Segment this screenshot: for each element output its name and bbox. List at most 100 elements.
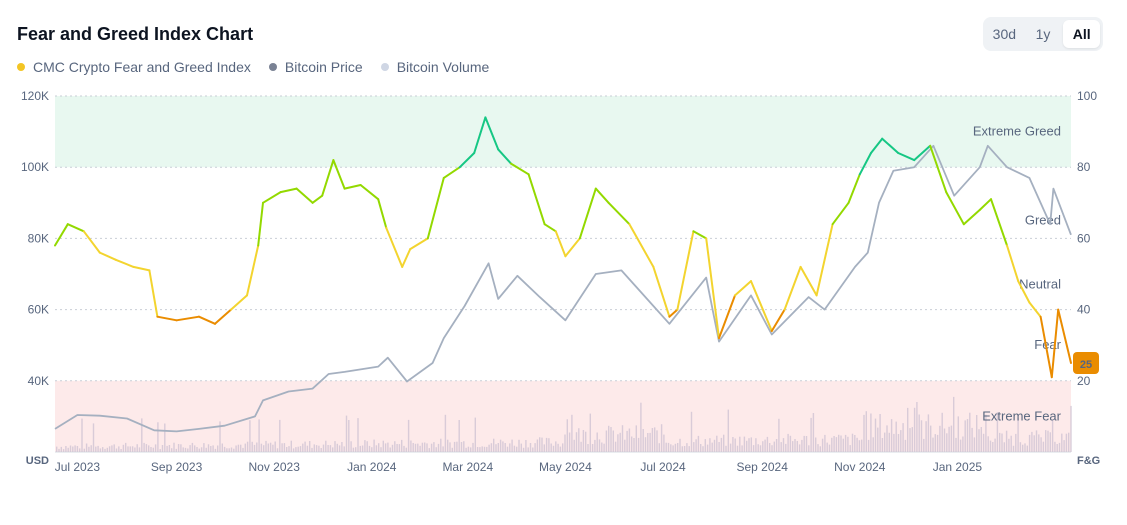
- volume-bar: [614, 441, 617, 452]
- fear-greed-segment: [214, 308, 232, 325]
- volume-bar: [217, 445, 219, 452]
- volume-bar: [481, 446, 483, 452]
- volume-bar: [191, 442, 194, 452]
- volume-bar: [196, 447, 198, 452]
- fear-greed-segment: [692, 230, 708, 240]
- volume-bar: [780, 442, 782, 452]
- volume-bar: [815, 437, 817, 452]
- volume-bar: [200, 447, 203, 452]
- volume-bar: [134, 447, 136, 452]
- volume-bar: [1063, 440, 1065, 452]
- volume-bar: [424, 442, 426, 452]
- volume-bar: [506, 446, 509, 452]
- volume-bar: [541, 437, 543, 452]
- volume-bar: [819, 446, 821, 452]
- fear-greed-segment: [929, 144, 948, 194]
- volume-bar: [148, 445, 150, 452]
- legend-label-bitcoin-volume: Bitcoin Volume: [396, 59, 490, 75]
- volume-bar: [562, 443, 564, 452]
- volume-bar: [159, 449, 161, 452]
- bitcoin-price-line: [54, 144, 1072, 433]
- volume-bar: [467, 446, 470, 452]
- volume-bar: [872, 437, 874, 452]
- volume-bar: [518, 439, 520, 452]
- range-button-1y[interactable]: 1y: [1025, 20, 1062, 48]
- volume-bar: [83, 448, 85, 452]
- fear-greed-segment: [783, 265, 802, 311]
- volume-bar: [449, 442, 451, 452]
- volume-bar: [81, 418, 83, 452]
- volume-bar: [292, 448, 295, 452]
- volume-bar: [677, 443, 679, 452]
- volume-bar: [980, 427, 982, 452]
- volume-bar: [253, 444, 256, 452]
- volume-bar: [520, 443, 522, 452]
- volume-bar: [143, 442, 145, 452]
- x-axis-tick: Mar 2024: [442, 460, 493, 474]
- volume-bar: [286, 447, 288, 452]
- volume-bar: [870, 413, 872, 452]
- volume-bar: [987, 436, 989, 452]
- volume-bar: [175, 448, 177, 452]
- volume-bar: [122, 444, 125, 452]
- volume-bar: [594, 439, 596, 452]
- volume-bar: [1038, 434, 1040, 452]
- volume-bar: [858, 440, 861, 452]
- volume-bar: [419, 445, 421, 452]
- fear-greed-segment: [847, 173, 861, 204]
- volume-bar: [490, 443, 493, 452]
- volume-bar: [267, 443, 269, 452]
- volume-bar: [654, 427, 656, 452]
- volume-bar: [844, 434, 847, 452]
- volume-bar: [304, 441, 306, 452]
- volume-bar: [578, 428, 580, 452]
- range-button-all[interactable]: All: [1063, 20, 1101, 48]
- volume-bar: [1058, 442, 1061, 452]
- volume-bar: [1042, 441, 1045, 452]
- fear-greed-segment: [148, 269, 159, 318]
- fear-greed-segment: [246, 244, 260, 297]
- legend-item-bitcoin-volume[interactable]: Bitcoin Volume: [380, 59, 490, 75]
- fear-greed-segment: [676, 230, 695, 311]
- legend-item-bitcoin-price[interactable]: Bitcoin Price: [268, 59, 363, 75]
- volume-bar: [318, 445, 320, 452]
- volume-bar: [856, 437, 858, 452]
- volume-bar: [886, 425, 888, 452]
- volume-bar: [1001, 433, 1003, 452]
- volume-bar: [706, 444, 709, 452]
- legend-dot-bitcoin-volume: [380, 63, 389, 71]
- volume-bar: [417, 443, 419, 452]
- range-button-30d[interactable]: 30d: [986, 20, 1023, 48]
- fear-greed-segment: [1028, 301, 1042, 318]
- volume-bar: [1035, 430, 1038, 452]
- volume-bar: [295, 447, 297, 452]
- volume-bar: [552, 445, 555, 452]
- current-value-label: 25: [1080, 359, 1092, 371]
- volume-bar: [536, 439, 539, 452]
- fear-greed-segment: [870, 137, 884, 154]
- volume-bar: [610, 427, 612, 452]
- volume-bar: [907, 407, 909, 452]
- volume-bar: [656, 430, 658, 452]
- volume-bar: [727, 409, 729, 452]
- volume-bar: [177, 444, 180, 452]
- chart-title: Fear and Greed Index Chart: [17, 24, 254, 44]
- volume-bar: [605, 430, 608, 452]
- volume-bar: [690, 411, 693, 452]
- legend-item-fear-greed[interactable]: CMC Crypto Fear and Greed Index: [17, 59, 251, 75]
- fear-greed-segment: [510, 162, 530, 176]
- volume-bar: [387, 442, 389, 452]
- volume-bar: [1051, 420, 1054, 452]
- volume-bar: [693, 442, 695, 452]
- volume-bar: [734, 438, 736, 452]
- volume-bar: [969, 412, 971, 452]
- volume-bar: [235, 445, 237, 452]
- volume-bar: [674, 443, 677, 452]
- volume-bar: [456, 441, 458, 452]
- volume-bar: [847, 436, 849, 452]
- volume-bar: [608, 425, 610, 452]
- volume-bar: [647, 433, 649, 452]
- volume-bar: [495, 444, 497, 452]
- fear-greed-segment: [799, 265, 818, 297]
